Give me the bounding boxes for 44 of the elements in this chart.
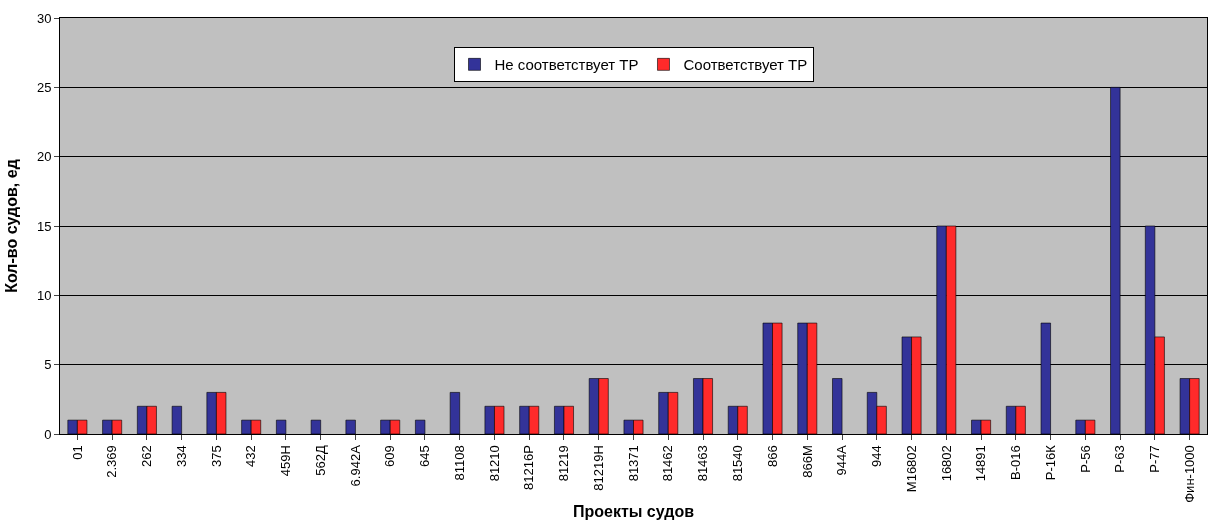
x-tick-label: Р-63 (1112, 445, 1128, 473)
x-tick-label: 81371 (625, 445, 641, 482)
x-tick-label: 432 (243, 445, 259, 467)
x-tick-label: 81219Н (590, 445, 606, 491)
y-tick-label: 25 (36, 79, 52, 95)
y-tick-label: 15 (36, 218, 52, 234)
x-tick-label: Р-16К (1042, 444, 1058, 481)
x-tick-label: 459Н (278, 445, 294, 477)
x-tick-label: 562Д (312, 445, 328, 476)
y-tick-label: 20 (36, 149, 52, 165)
y-tick-label: 10 (36, 287, 52, 303)
x-tick-label: 16802 (938, 445, 954, 482)
y-tick-label: 5 (44, 357, 52, 373)
y-axis-title: Кол-во судов, ед (2, 159, 20, 293)
x-tick-label: 01 (69, 445, 85, 460)
x-tick-label: 81216Р (521, 445, 537, 491)
x-tick-label: 81462 (660, 445, 676, 482)
x-tick-label: 81108 (451, 445, 467, 481)
x-tick-label: В-016 (1008, 445, 1024, 480)
x-tick-label: 81463 (695, 445, 711, 482)
x-tick-label: Фин-1000 (1181, 445, 1197, 503)
x-tick-label: М16802 (903, 445, 919, 493)
x-tick-label: 609 (382, 445, 398, 467)
x-tick-label: Р-77 (1147, 445, 1163, 473)
x-tick-label: 2.369 (104, 445, 120, 478)
x-tick-label: 866 (764, 445, 780, 467)
x-tick-label: 6.942А (347, 444, 363, 487)
x-tick-label: 866М (799, 445, 815, 478)
y-tick-label: 0 (44, 426, 52, 442)
x-tick-label: 262 (139, 445, 155, 467)
y-tick-label: 30 (36, 10, 52, 26)
x-tick-label: 81219 (556, 445, 572, 482)
x-tick-label: 14891 (973, 445, 989, 482)
x-tick-label: 81540 (729, 445, 745, 482)
x-tick-label: 944А (834, 444, 850, 476)
x-tick-label: 645 (417, 445, 433, 467)
x-tick-label: 944 (869, 445, 885, 467)
x-axis-title: Проекты судов (572, 503, 695, 521)
x-tick-label: 375 (208, 445, 224, 467)
legend-label: Соответствует ТР (683, 56, 808, 74)
x-tick-label: 334 (173, 445, 189, 467)
x-tick-label: 81210 (486, 445, 502, 482)
legend-label: Не соответствует ТР (494, 56, 639, 74)
x-tick-label: Р-56 (1077, 445, 1093, 473)
